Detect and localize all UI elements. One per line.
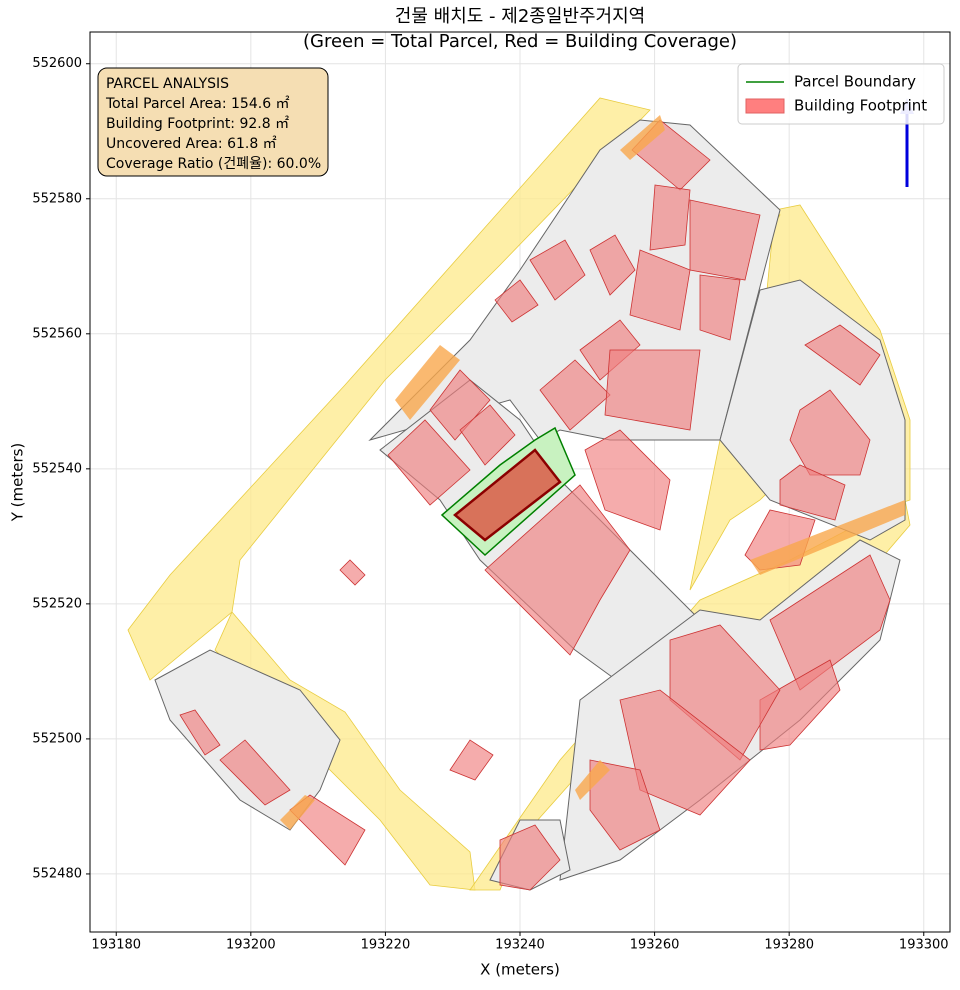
annotation-line: Uncovered Area: 61.8 ㎡ xyxy=(106,136,277,152)
annotation-box: PARCEL ANALYSIS Total Parcel Area: 154.6 … xyxy=(97,67,329,177)
legend-label: Parcel Boundary xyxy=(794,73,916,91)
x-tick-label: 193240 xyxy=(495,938,545,953)
x-tick-label: 193220 xyxy=(361,938,411,953)
annotation-line: Coverage Ratio (건폐율): 60.0% xyxy=(106,156,321,172)
chart-subtitle: (Green = Total Parcel, Red = Building Co… xyxy=(303,31,737,52)
y-tick-label: 552600 xyxy=(32,56,82,71)
x-tick-label: 193280 xyxy=(764,938,814,953)
x-tick-label: 193300 xyxy=(899,938,949,953)
chart-title: 건물 배치도 - 제2종일반주거지역 xyxy=(395,6,645,27)
x-tick-label: 193180 xyxy=(91,938,141,953)
legend-box xyxy=(737,63,945,125)
legend: Parcel Boundary Building Footprint xyxy=(737,63,945,125)
annotation-line: Total Parcel Area: 154.6 ㎡ xyxy=(105,96,290,112)
y-tick-label: 552540 xyxy=(32,461,82,476)
y-tick-label: 552580 xyxy=(32,191,82,206)
y-tick-label: 552480 xyxy=(32,866,82,881)
y-tick-label: 552500 xyxy=(32,731,82,746)
x-tick-label: 193200 xyxy=(226,938,276,953)
annotation-line: Building Footprint: 92.8 ㎡ xyxy=(106,116,289,132)
x-tick-label: 193260 xyxy=(630,938,680,953)
target-building xyxy=(453,448,562,542)
x-axis-label: X (meters) xyxy=(480,961,560,979)
legend-swatch xyxy=(745,98,785,114)
y-tick-label: 552520 xyxy=(32,596,82,611)
y-axis-label: Y (meters) xyxy=(9,443,27,523)
legend-label: Building Footprint xyxy=(794,97,927,115)
map-shapes xyxy=(127,97,914,891)
annotation-line: PARCEL ANALYSIS xyxy=(106,76,229,92)
y-tick-label: 552560 xyxy=(32,326,82,341)
